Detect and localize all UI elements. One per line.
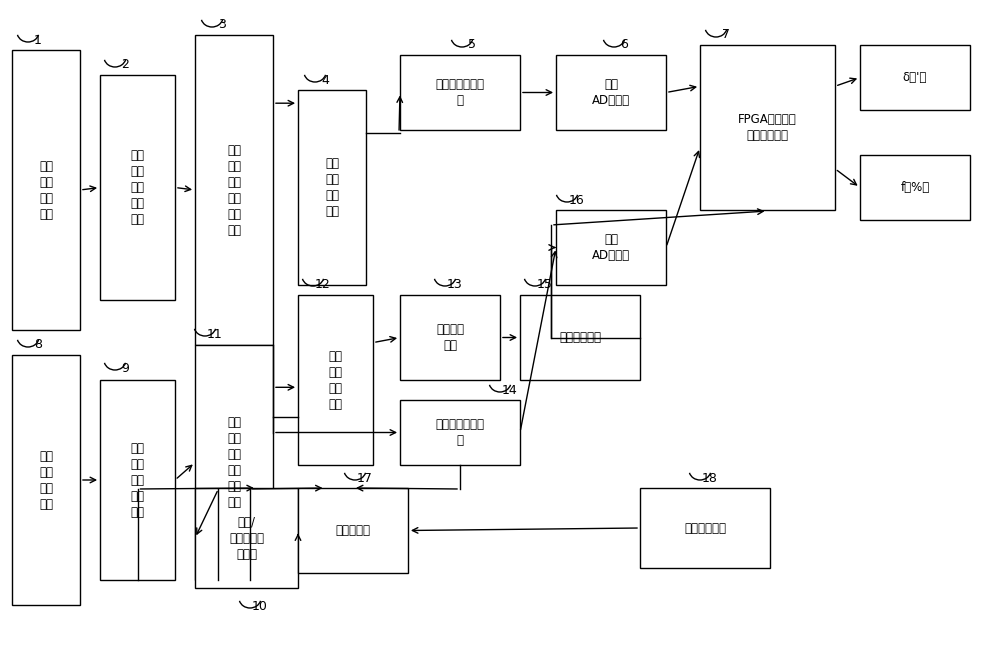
Bar — [100, 75, 175, 300]
Text: 7: 7 — [722, 28, 730, 41]
Text: 第一采样保持单
元: 第一采样保持单 元 — [436, 78, 484, 107]
Text: 17: 17 — [357, 472, 373, 484]
Text: δ（'）: δ（'） — [903, 71, 927, 84]
Bar — [860, 155, 970, 220]
Bar — [640, 488, 770, 568]
Text: 11: 11 — [207, 328, 223, 340]
Text: 18: 18 — [702, 472, 718, 484]
Bar — [12, 355, 80, 605]
Text: 整形电路
单元: 整形电路 单元 — [436, 323, 464, 352]
Text: 12: 12 — [315, 278, 331, 291]
Bar — [195, 35, 273, 345]
Bar — [298, 488, 408, 573]
Bar — [195, 488, 298, 588]
Text: 交流/
直流变换电
路单元: 交流/ 直流变换电 路单元 — [229, 516, 264, 561]
Text: 第二采样保持单
元: 第二采样保持单 元 — [436, 418, 484, 447]
Text: 5: 5 — [468, 39, 476, 52]
Bar — [700, 45, 835, 210]
Bar — [195, 345, 273, 580]
Text: 6: 6 — [620, 39, 628, 52]
Text: 第二
自动
增益
控制
电路
单元: 第二 自动 增益 控制 电路 单元 — [227, 416, 241, 509]
Bar — [860, 45, 970, 110]
Text: 9: 9 — [121, 362, 129, 375]
Text: 3: 3 — [218, 19, 226, 32]
Text: 13: 13 — [447, 278, 463, 291]
Text: 14: 14 — [502, 384, 518, 397]
Text: 2: 2 — [121, 59, 129, 72]
Text: 第一
取样
电路
单元: 第一 取样 电路 单元 — [39, 160, 53, 220]
Text: 百分表单元: 百分表单元 — [336, 524, 370, 537]
Text: 第一
前置
放大
电路
单元: 第一 前置 放大 电路 单元 — [130, 149, 144, 226]
Text: f（%）: f（%） — [900, 181, 930, 194]
Text: 16: 16 — [569, 194, 585, 207]
Bar — [400, 295, 500, 380]
Text: 第一
滤波
电路
单元: 第一 滤波 电路 单元 — [325, 157, 339, 218]
Bar — [298, 90, 366, 285]
Text: 4: 4 — [321, 74, 329, 87]
Text: 8: 8 — [34, 339, 42, 351]
Text: 15: 15 — [537, 278, 553, 291]
Bar — [100, 380, 175, 580]
Text: 1: 1 — [34, 34, 42, 47]
Text: 第一
AD转换器: 第一 AD转换器 — [592, 78, 630, 107]
Bar — [520, 295, 640, 380]
Bar — [400, 400, 520, 465]
Text: 第二
前置
放大
电路
单元: 第二 前置 放大 电路 单元 — [130, 441, 144, 519]
Text: 第二
滤波
电路
单元: 第二 滤波 电路 单元 — [328, 349, 342, 410]
Text: 过零脉冲单元: 过零脉冲单元 — [559, 331, 601, 344]
Bar — [556, 55, 666, 130]
Bar — [12, 50, 80, 330]
Text: 第二
取样
电路
单元: 第二 取样 电路 单元 — [39, 450, 53, 510]
Text: 直流电源单元: 直流电源单元 — [684, 521, 726, 534]
Text: 第一
自动
增益
控制
电路
单元: 第一 自动 增益 控制 电路 单元 — [227, 143, 241, 236]
Text: FPGA数字信号
处理电路单元: FPGA数字信号 处理电路单元 — [738, 113, 797, 142]
Text: 第二
AD转换器: 第二 AD转换器 — [592, 233, 630, 262]
Bar — [298, 295, 373, 465]
Text: 10: 10 — [252, 599, 268, 612]
Bar — [400, 55, 520, 130]
Bar — [556, 210, 666, 285]
